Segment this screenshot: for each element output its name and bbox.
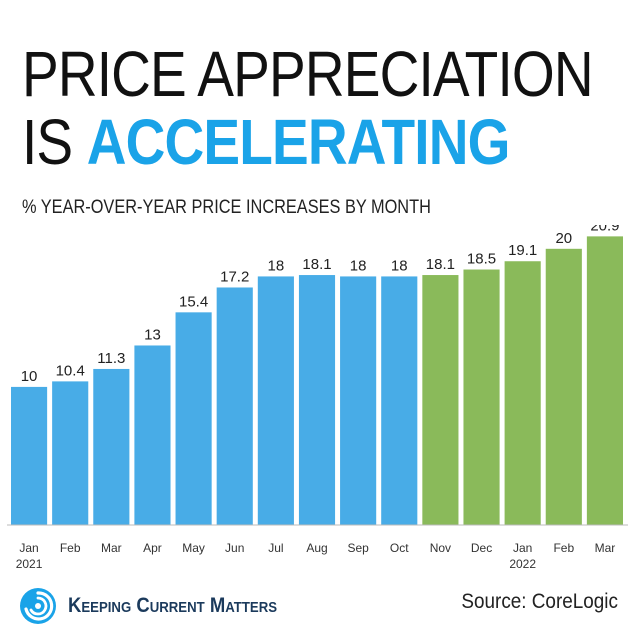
tick-label-month-7: Jul bbox=[268, 541, 283, 555]
bar-8 bbox=[298, 275, 336, 525]
bar-5 bbox=[175, 312, 212, 525]
data-label-11: 18.1 bbox=[426, 256, 455, 273]
data-label-4: 13 bbox=[144, 326, 161, 343]
bar-13 bbox=[504, 261, 541, 525]
data-label-7: 18 bbox=[268, 257, 285, 274]
title-line-1: PRICE APPRECIATION bbox=[22, 38, 594, 110]
bar-15 bbox=[586, 236, 623, 525]
bar-11 bbox=[422, 275, 459, 525]
tick-label-month-11: Nov bbox=[430, 541, 451, 555]
swirl-logo-icon bbox=[20, 588, 56, 624]
chart-subtitle: % YEAR-OVER-YEAR PRICE INCREASES BY MONT… bbox=[22, 197, 431, 218]
bar-14 bbox=[545, 248, 582, 526]
chart-title: PRICE APPRECIATION IS ACCELERATING bbox=[22, 38, 594, 178]
data-label-8: 18.1 bbox=[302, 256, 331, 273]
tick-label-month-2: Feb bbox=[60, 541, 81, 555]
tick-label-year-13: 2022 bbox=[509, 557, 536, 571]
tick-label-month-9: Sep bbox=[347, 541, 369, 555]
bar-10 bbox=[381, 276, 418, 525]
bar-2 bbox=[52, 381, 89, 525]
bar-7 bbox=[257, 276, 294, 525]
tick-label-month-4: Apr bbox=[143, 541, 162, 555]
brand-name: Keeping Current Matters bbox=[68, 594, 278, 617]
tick-label-year-1: 2021 bbox=[16, 557, 43, 571]
data-label-5: 15.4 bbox=[179, 293, 208, 310]
data-label-13: 19.1 bbox=[508, 242, 537, 259]
title-line-2-accent: ACCELERATING bbox=[86, 106, 511, 178]
data-label-9: 18 bbox=[350, 257, 367, 274]
bar-9 bbox=[340, 276, 377, 525]
title-line-2-prefix: IS bbox=[22, 106, 87, 178]
data-label-6: 17.2 bbox=[220, 268, 249, 285]
tick-label-month-5: May bbox=[182, 541, 205, 555]
brand-logo: Keeping Current Matters bbox=[18, 586, 306, 626]
source-note: Source: CoreLogic bbox=[461, 590, 618, 613]
bar-12 bbox=[463, 269, 500, 525]
data-label-14: 20 bbox=[555, 230, 572, 247]
data-label-12: 18.5 bbox=[467, 251, 496, 268]
tick-label-month-12: Dec bbox=[471, 541, 492, 555]
tick-label-month-3: Mar bbox=[101, 541, 122, 555]
tick-label-month-15: Mar bbox=[595, 541, 616, 555]
data-label-1: 10 bbox=[21, 368, 38, 385]
bar-3 bbox=[93, 368, 130, 525]
bar-4 bbox=[134, 345, 171, 525]
data-label-15: 20.9 bbox=[590, 225, 619, 234]
bar-chart: 10 Jan 2021 10.4 Feb 11.3 Mar 13 Apr 15.4 May 17.2 J… bbox=[7, 225, 628, 571]
tick-label-month-10: Oct bbox=[390, 541, 409, 555]
tick-label-month-8: Aug bbox=[306, 541, 327, 555]
bar-6 bbox=[216, 287, 253, 525]
tick-label-month-14: Feb bbox=[553, 541, 574, 555]
data-label-10: 18 bbox=[391, 257, 408, 274]
tick-label-month-6: Jun bbox=[225, 541, 244, 555]
data-label-2: 10.4 bbox=[56, 362, 85, 379]
tick-label-month-13: Jan bbox=[513, 541, 532, 555]
bar-1 bbox=[11, 386, 48, 525]
tick-label-month-1: Jan bbox=[19, 541, 38, 555]
data-label-3: 11.3 bbox=[97, 350, 125, 367]
